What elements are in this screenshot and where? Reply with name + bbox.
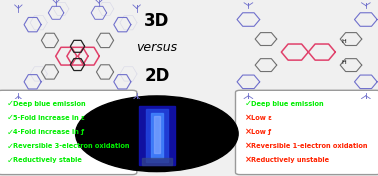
Text: ✓: ✓ bbox=[245, 99, 252, 108]
Polygon shape bbox=[139, 106, 175, 165]
Text: ×: × bbox=[245, 142, 252, 151]
Text: Reductively stable: Reductively stable bbox=[13, 157, 82, 163]
Text: ×: × bbox=[245, 156, 252, 165]
Ellipse shape bbox=[146, 118, 168, 153]
Text: ✓: ✓ bbox=[6, 142, 14, 151]
Polygon shape bbox=[154, 116, 160, 153]
Text: 3D: 3D bbox=[144, 12, 170, 30]
Text: Deep blue emission: Deep blue emission bbox=[13, 101, 86, 107]
Text: Reversible 1-electron oxidation: Reversible 1-electron oxidation bbox=[251, 143, 368, 149]
Polygon shape bbox=[142, 158, 172, 165]
Ellipse shape bbox=[149, 123, 165, 148]
Text: Deep blue emission: Deep blue emission bbox=[251, 101, 324, 107]
Text: ✓: ✓ bbox=[6, 127, 14, 137]
Text: Reversible 3-electron oxidation: Reversible 3-electron oxidation bbox=[13, 143, 130, 149]
Circle shape bbox=[76, 96, 238, 172]
Text: ✓: ✓ bbox=[6, 99, 14, 108]
Text: ✓: ✓ bbox=[6, 113, 14, 122]
Text: Low ε: Low ε bbox=[251, 115, 272, 121]
FancyBboxPatch shape bbox=[0, 90, 137, 175]
Ellipse shape bbox=[152, 128, 162, 143]
Polygon shape bbox=[151, 113, 163, 158]
Text: ✓: ✓ bbox=[6, 156, 14, 165]
Text: 2D: 2D bbox=[144, 67, 170, 85]
Text: Reductively unstable: Reductively unstable bbox=[251, 157, 330, 163]
Text: ×: × bbox=[245, 127, 252, 137]
Polygon shape bbox=[146, 109, 168, 162]
Text: 5-Fold increase in ε: 5-Fold increase in ε bbox=[13, 115, 85, 121]
Text: versus: versus bbox=[136, 41, 177, 54]
FancyBboxPatch shape bbox=[235, 90, 378, 175]
Text: Low ƒ: Low ƒ bbox=[251, 129, 271, 135]
Text: ×: × bbox=[245, 113, 252, 122]
Text: 4-Fold increase in ƒ: 4-Fold increase in ƒ bbox=[13, 129, 84, 135]
